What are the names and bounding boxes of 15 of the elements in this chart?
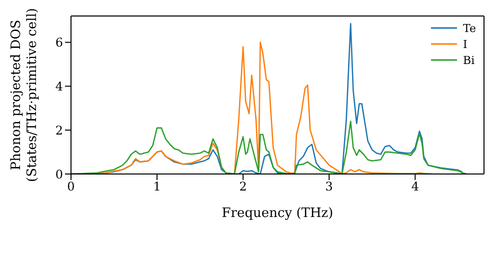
y-tick-label: 2 xyxy=(55,123,63,138)
line-series xyxy=(71,120,468,174)
x-tick-label: 1 xyxy=(153,180,161,194)
legend-label: I xyxy=(463,38,468,50)
x-tick-label: 4 xyxy=(411,180,420,194)
y-tick-label: 4 xyxy=(55,79,64,94)
x-tick-label: 3 xyxy=(325,180,333,194)
y-axis-title: Phonon projected DOS (States/THz·primitive cell) xyxy=(9,8,40,182)
x-axis-title: Frequency (THz) xyxy=(222,206,334,221)
y-tick-label: 0 xyxy=(55,167,63,182)
legend-label: Bi xyxy=(463,54,475,66)
y-tick-label: 6 xyxy=(55,36,63,50)
x-tick-label: 2 xyxy=(239,180,247,194)
legend-label: Te xyxy=(463,22,476,34)
x-tick-label: 0 xyxy=(67,180,75,194)
